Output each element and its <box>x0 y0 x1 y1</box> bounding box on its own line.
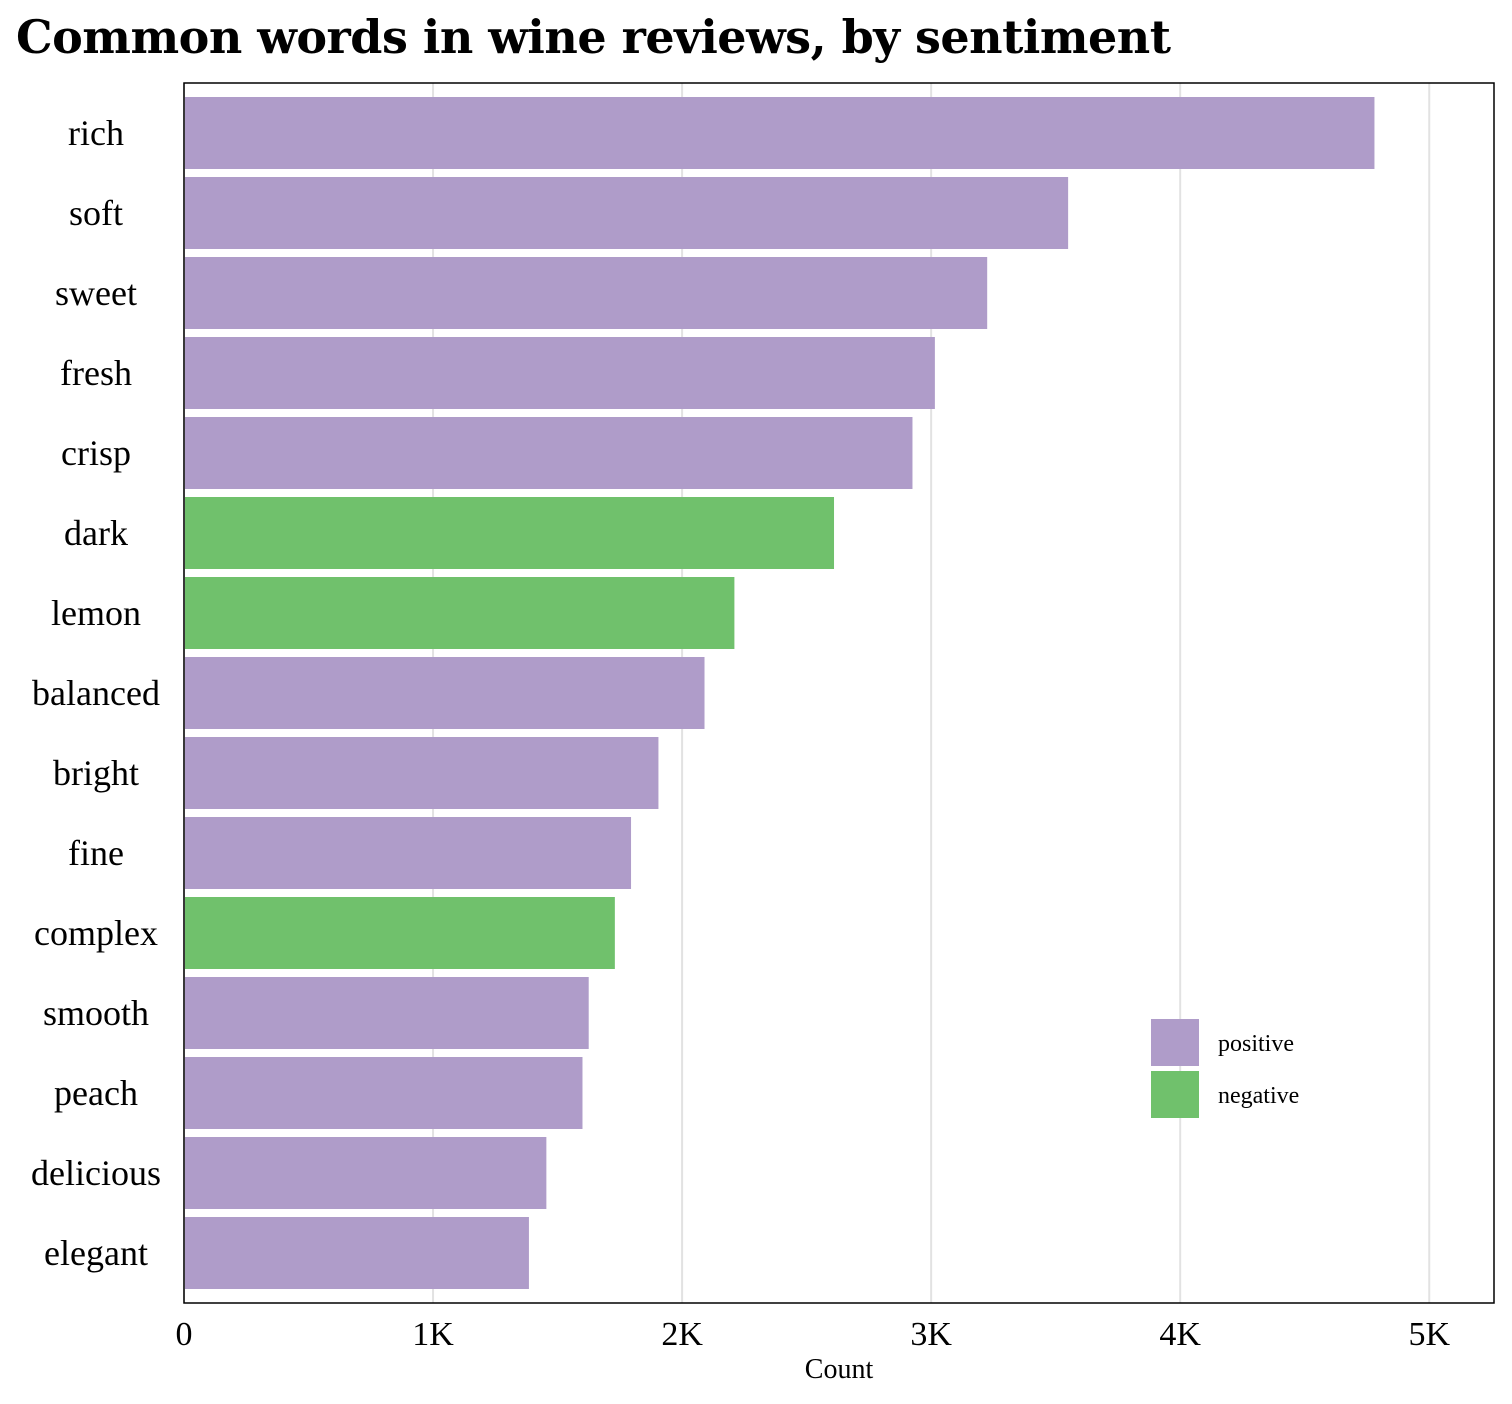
category-label: crisp <box>61 433 131 473</box>
category-label: balanced <box>32 673 160 713</box>
x-tick-labels: 0 1K 2K 3K 4K 5K <box>176 1316 1451 1353</box>
bar-complex <box>185 897 615 969</box>
chart-title: Common words in wine reviews, by sentime… <box>16 10 1171 64</box>
bar-sweet <box>185 257 988 329</box>
bar-smooth <box>185 977 589 1049</box>
bars <box>185 97 1375 1289</box>
bar-dark <box>185 497 835 569</box>
bar-elegant <box>185 1217 529 1289</box>
category-label: bright <box>53 753 139 793</box>
legend-swatch-negative <box>1151 1071 1199 1118</box>
bar-lemon <box>185 577 735 649</box>
bar-fresh <box>185 337 935 409</box>
x-tick-label: 5K <box>1408 1316 1450 1353</box>
x-tick-label: 4K <box>1159 1316 1201 1353</box>
category-labels: rich soft sweet fresh crisp dark lemon balanced… <box>31 113 161 1273</box>
bar-delicious <box>185 1137 547 1209</box>
category-label: rich <box>68 113 124 153</box>
legend: positive negative <box>1151 1019 1299 1118</box>
bar-rich <box>185 97 1375 169</box>
x-tick-label: 1K <box>412 1316 454 1353</box>
category-label: fresh <box>60 353 132 393</box>
plot-frame <box>183 82 1495 1304</box>
category-label: delicious <box>31 1153 161 1193</box>
bar-balanced <box>185 657 705 729</box>
bar-bright <box>185 737 659 809</box>
category-label: soft <box>69 193 123 233</box>
category-label: complex <box>34 913 158 953</box>
x-tick-label: 0 <box>176 1316 193 1353</box>
x-tick-label: 2K <box>661 1316 703 1353</box>
category-label: peach <box>54 1073 138 1113</box>
bar-peach <box>185 1057 583 1129</box>
category-label: elegant <box>44 1233 148 1273</box>
category-label: sweet <box>55 273 137 313</box>
bar-fine <box>185 817 632 889</box>
legend-label-positive: positive <box>1218 1031 1294 1057</box>
legend-swatch-positive <box>1151 1019 1199 1066</box>
x-axis-title: Count <box>805 1354 874 1385</box>
legend-label-negative: negative <box>1218 1083 1299 1109</box>
category-label: fine <box>68 833 124 873</box>
category-label: lemon <box>51 593 141 633</box>
category-label: dark <box>64 513 128 553</box>
bar-soft <box>185 177 1069 249</box>
x-tick-label: 3K <box>910 1316 952 1353</box>
bar-crisp <box>185 417 913 489</box>
category-label: smooth <box>43 993 149 1033</box>
